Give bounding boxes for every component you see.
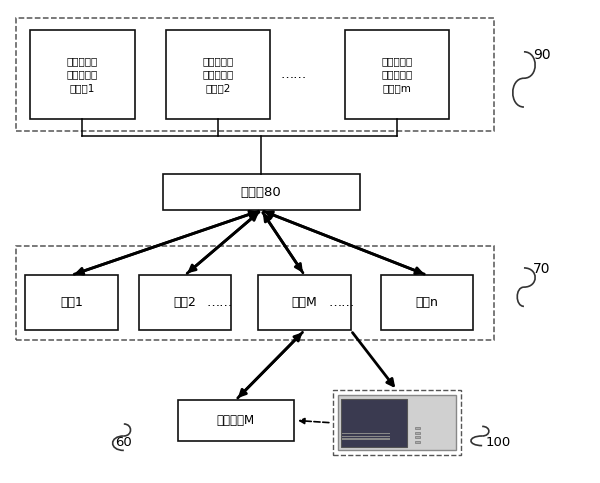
Bar (380, 275, 473, 330)
Text: 终端1: 终端1 (60, 296, 83, 309)
Text: 终端2: 终端2 (173, 296, 196, 309)
Text: ……: …… (329, 296, 355, 309)
Bar (415, 427, 419, 429)
Bar (25, 275, 118, 330)
Text: 70: 70 (533, 262, 550, 276)
Bar (343, 439, 390, 440)
Text: 前置终端M: 前置终端M (217, 414, 255, 427)
Bar (343, 436, 390, 437)
Bar (178, 400, 294, 441)
Bar (333, 390, 461, 455)
Text: 居民证件卡
验证安全控
制设备1: 居民证件卡 验证安全控 制设备1 (67, 57, 98, 93)
Text: 60: 60 (115, 436, 131, 449)
Bar (415, 441, 419, 443)
Bar (166, 30, 270, 119)
Text: ……: …… (206, 296, 232, 309)
Text: 居民证件卡
验证安全控
制设备2: 居民证件卡 验证安全控 制设备2 (202, 57, 233, 93)
Bar (163, 174, 360, 210)
Bar (345, 30, 449, 119)
Bar (341, 399, 407, 447)
Bar (30, 30, 134, 119)
Bar (343, 433, 390, 434)
Bar (338, 395, 457, 450)
Text: 居民证件卡
验证安全控
制设备m: 居民证件卡 验证安全控 制设备m (382, 57, 413, 93)
Text: 终端M: 终端M (292, 296, 317, 309)
Text: ……: …… (281, 68, 307, 81)
Bar (415, 432, 419, 434)
Text: 90: 90 (533, 48, 551, 62)
Text: 100: 100 (485, 436, 511, 449)
Bar (258, 275, 351, 330)
Text: 服务器80: 服务器80 (241, 186, 281, 199)
Text: 终端n: 终端n (415, 296, 439, 309)
Bar (16, 246, 494, 340)
Bar (415, 437, 419, 439)
Bar (16, 18, 494, 131)
Bar (139, 275, 232, 330)
